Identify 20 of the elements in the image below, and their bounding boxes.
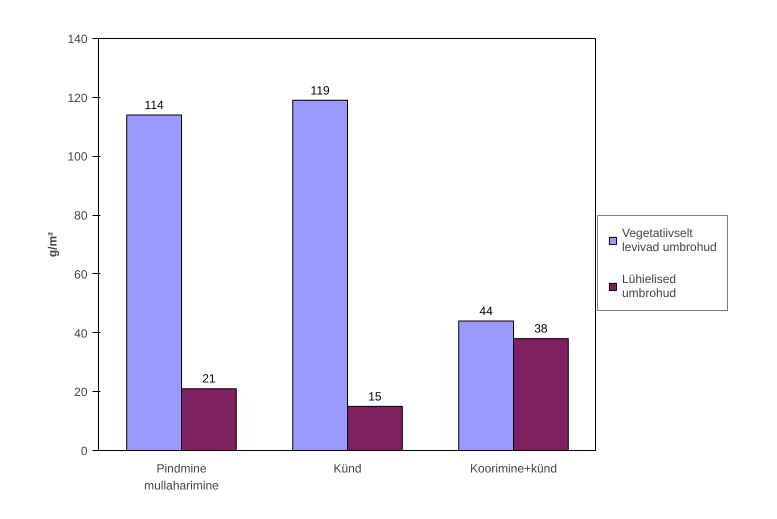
data-label: 114: [144, 98, 164, 112]
x-tick-label: Künd: [333, 462, 362, 476]
x-tick-label: Koorimine+künd: [470, 462, 558, 476]
x-tick-label: Pindmine mullaharimine: [144, 462, 220, 492]
y-tick-label: 20: [74, 385, 88, 400]
y-tick-label: 40: [74, 326, 88, 340]
y-tick-label: 80: [74, 208, 88, 223]
data-label: 119: [310, 83, 330, 98]
y-tick-label: 120: [67, 90, 88, 105]
data-label: 38: [534, 322, 548, 336]
y-tick-label: 100: [67, 150, 88, 164]
data-label: 44: [479, 304, 494, 318]
y-tick-label: 0: [80, 444, 88, 458]
y-tick-label: 60: [74, 267, 88, 282]
data-label: 15: [368, 389, 382, 404]
legend-label: Vegetatiivselt levivad umbrohud: [622, 226, 717, 254]
legend-label: Lühielised umbrohud: [622, 272, 676, 300]
y-tick-label: 140: [67, 32, 88, 46]
y-axis-title: g/m²: [45, 232, 60, 258]
data-label: 21: [202, 372, 216, 386]
